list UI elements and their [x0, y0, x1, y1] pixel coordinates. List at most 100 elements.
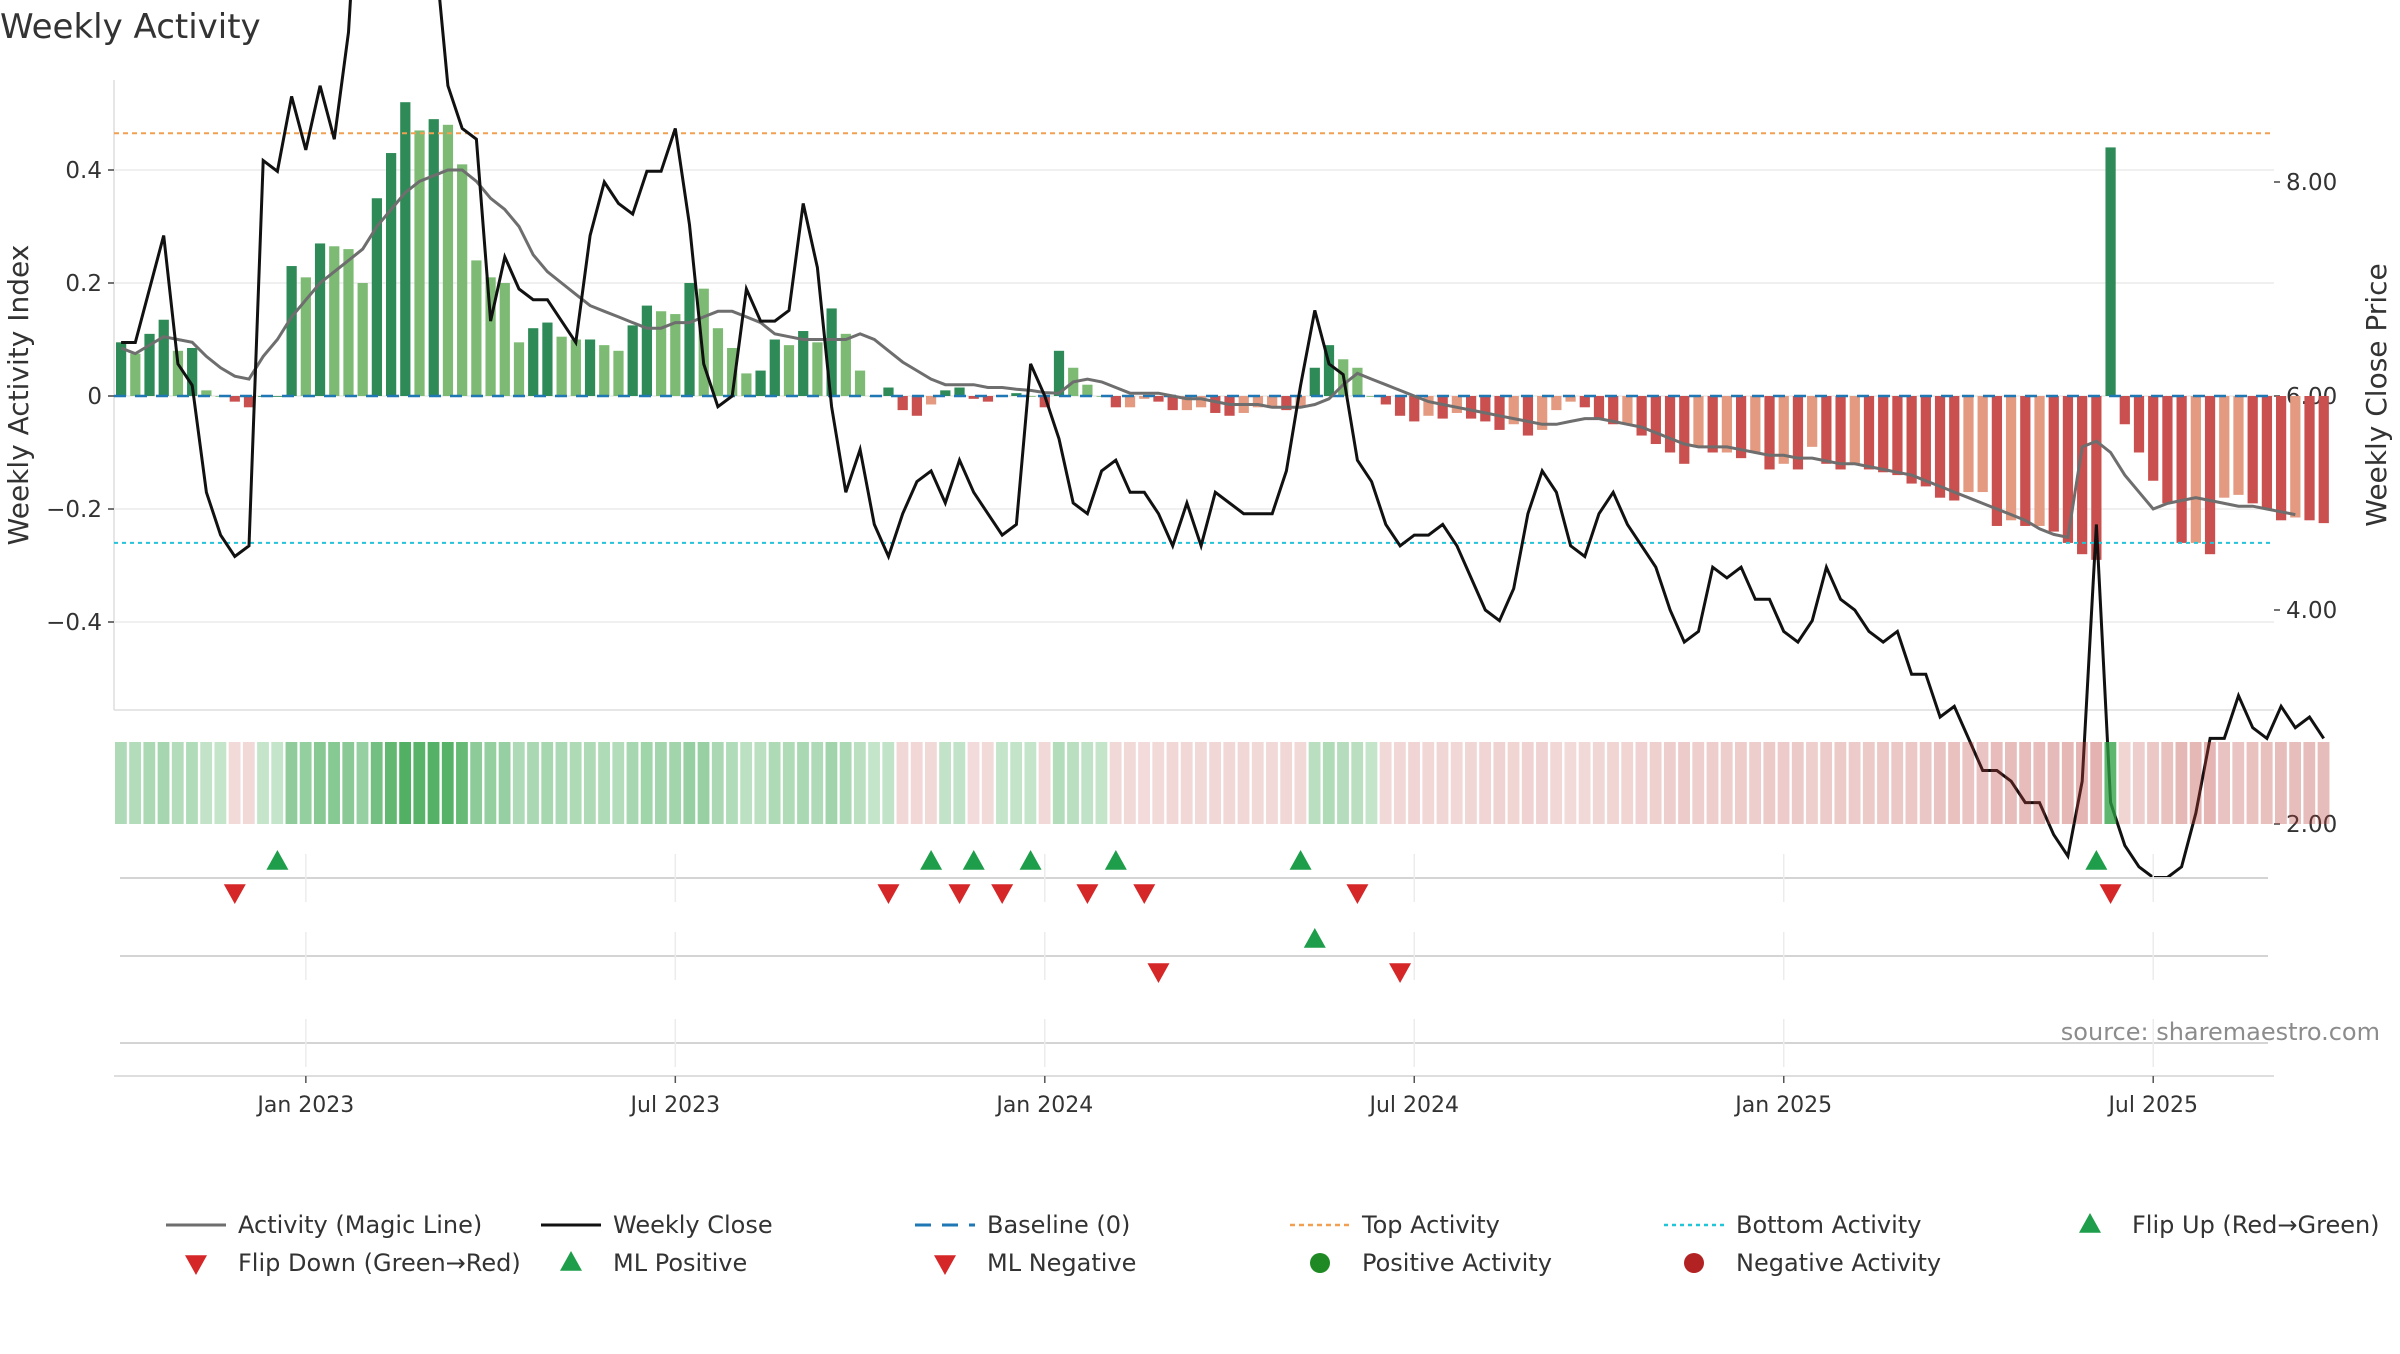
- heat-cell: [484, 742, 497, 824]
- heat-cell: [157, 742, 170, 824]
- flip-signal-track: [120, 850, 2268, 904]
- activity-bar: [471, 260, 482, 396]
- heat-cell: [1493, 742, 1506, 824]
- activity-bar: [1835, 396, 1846, 470]
- heat-cell: [1095, 742, 1108, 824]
- activity-bar: [2077, 396, 2088, 555]
- heat-cell: [1152, 742, 1165, 824]
- main-plot: 0.40.20−0.2−0.412.0010.008.006.004.002.0…: [2, 0, 2393, 879]
- heat-cell: [1393, 742, 1406, 824]
- activity-bar: [2233, 396, 2244, 495]
- activity-bar: [1863, 396, 1875, 470]
- heat-cell: [1621, 742, 1634, 824]
- activity-bar: [1707, 396, 1718, 453]
- heat-cell: [1010, 742, 1023, 824]
- y-axis-label: Weekly Activity Index: [2, 245, 35, 546]
- heat-cell: [1251, 742, 1264, 824]
- magic-line: [120, 168, 2296, 540]
- activity-bar: [968, 396, 979, 399]
- x-tick-label: Jan 2025: [1733, 1093, 1832, 1118]
- activity-bar: [2290, 396, 2301, 518]
- activity-bar: [2062, 396, 2074, 543]
- heat-cell: [953, 742, 966, 824]
- activity-bar: [1608, 396, 1619, 425]
- activity-bar: [1593, 396, 1605, 419]
- heat-cell: [1962, 742, 1975, 824]
- activity-bar: [130, 353, 141, 396]
- weekly-close-line: [121, 0, 2325, 879]
- activity-bar: [897, 396, 908, 411]
- activity-bar: [883, 387, 894, 396]
- ml-negative-marker: [1147, 963, 1170, 983]
- heat-cell: [1067, 742, 1079, 824]
- heat-cell: [811, 742, 824, 824]
- activity-bar: [286, 266, 297, 396]
- activity-bar: [1537, 396, 1548, 430]
- activity-bar: [1522, 396, 1534, 436]
- activity-bar: [2162, 396, 2173, 504]
- activity-bar: [1252, 396, 1264, 408]
- activity-bar: [1394, 396, 1406, 416]
- heat-cell: [981, 742, 994, 824]
- heat-cell: [967, 742, 980, 824]
- activity-bar: [357, 283, 368, 396]
- heat-cell: [1820, 742, 1833, 824]
- legend-item-mlneg: ML Negative: [934, 1249, 1136, 1277]
- activity-bar: [513, 342, 525, 396]
- heat-cell: [456, 742, 468, 824]
- heat-cell: [1777, 742, 1790, 824]
- legend-swatch: [560, 1251, 582, 1271]
- activity-bar: [2148, 396, 2159, 481]
- activity-bar: [542, 322, 553, 396]
- heat-cell: [1592, 742, 1605, 824]
- heat-cell: [214, 742, 227, 824]
- y2-axis-label: Weekly Close Price: [2360, 263, 2393, 526]
- activity-bar: [599, 345, 610, 396]
- heat-cell: [2019, 742, 2032, 824]
- x-axis: Jan 2023 Jul 2023 Jan 2024 Jul 2024 Jan 2025…: [114, 1075, 2274, 1118]
- y-tick-label: −0.4: [46, 610, 102, 636]
- activity-bar: [854, 370, 866, 396]
- activity-bar: [1281, 396, 1292, 411]
- activity-bar: [2275, 396, 2287, 521]
- legend-label: Negative Activity: [1736, 1249, 1941, 1277]
- x-tick-label: Jul 2024: [1367, 1093, 1459, 1118]
- heat-cell: [583, 742, 596, 824]
- heat-cell: [726, 742, 738, 824]
- heat-cell: [825, 742, 838, 824]
- activity-bar: [1892, 396, 1903, 476]
- activity-bar: [300, 277, 311, 396]
- heat-cell: [1933, 742, 1946, 824]
- activity-bar: [1622, 396, 1633, 425]
- activity-bar: [1949, 396, 1960, 501]
- activity-bar: [613, 350, 624, 396]
- heat-cell: [413, 742, 426, 824]
- activity-bar: [925, 396, 937, 405]
- heat-cell: [882, 742, 895, 824]
- activity-bar: [1480, 396, 1491, 422]
- heat-cell: [868, 742, 880, 824]
- heat-cell: [1862, 742, 1875, 824]
- legend-swatch: [185, 1255, 207, 1275]
- heat-cell: [1450, 742, 1463, 824]
- legend-swatch: [934, 1255, 956, 1275]
- activity-bar: [428, 119, 439, 397]
- legend-label: ML Negative: [987, 1249, 1136, 1277]
- x-tick-label: Jul 2025: [2106, 1093, 2198, 1118]
- activity-bar: [1878, 396, 1889, 473]
- activity-bar: [1750, 396, 1761, 453]
- activity-bar: [840, 333, 851, 396]
- activity-bar: [1423, 396, 1434, 416]
- flip-down-marker: [1076, 884, 1099, 904]
- flip-down-marker: [1346, 884, 1369, 904]
- activity-bar: [314, 243, 326, 396]
- heat-cell: [2047, 742, 2060, 824]
- flip-down-marker: [1133, 884, 1156, 904]
- activity-bar: [1764, 396, 1775, 470]
- heat-cell: [1649, 742, 1662, 824]
- heat-cell: [925, 742, 937, 824]
- flip-up-marker: [266, 850, 289, 870]
- activity-bar: [1210, 396, 1221, 413]
- activity-bar: [1409, 396, 1420, 422]
- heat-cell: [1607, 742, 1619, 824]
